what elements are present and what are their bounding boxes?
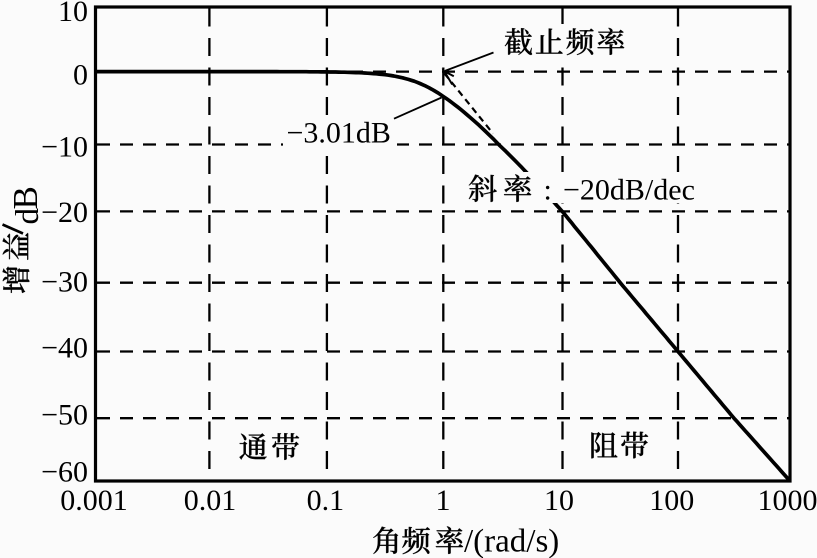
svg-text:−50: −50 xyxy=(41,399,88,432)
svg-text:−20: −20 xyxy=(41,196,88,229)
svg-text:−20dB/dec: −20dB/dec xyxy=(563,174,695,207)
svg-text:10: 10 xyxy=(58,0,88,28)
svg-text:/(rad/s): /(rad/s) xyxy=(464,524,559,558)
svg-text:−30: −30 xyxy=(41,266,88,299)
svg-text:−3.01dB: −3.01dB xyxy=(287,117,391,150)
svg-text::: : xyxy=(544,174,552,207)
svg-text:0.001: 0.001 xyxy=(60,484,128,517)
svg-text:−10: −10 xyxy=(41,131,88,164)
svg-text:d: d xyxy=(10,208,46,225)
svg-text:−60: −60 xyxy=(41,456,88,489)
svg-text:1: 1 xyxy=(436,484,451,517)
svg-text:100: 100 xyxy=(649,484,694,517)
svg-text:B: B xyxy=(6,186,45,209)
svg-text:−40: −40 xyxy=(41,332,88,365)
svg-text:0: 0 xyxy=(73,59,88,92)
svg-text:0.1: 0.1 xyxy=(307,484,345,517)
svg-text:0.01: 0.01 xyxy=(184,484,237,517)
svg-text:1000: 1000 xyxy=(758,484,817,517)
svg-text:10: 10 xyxy=(544,484,574,517)
